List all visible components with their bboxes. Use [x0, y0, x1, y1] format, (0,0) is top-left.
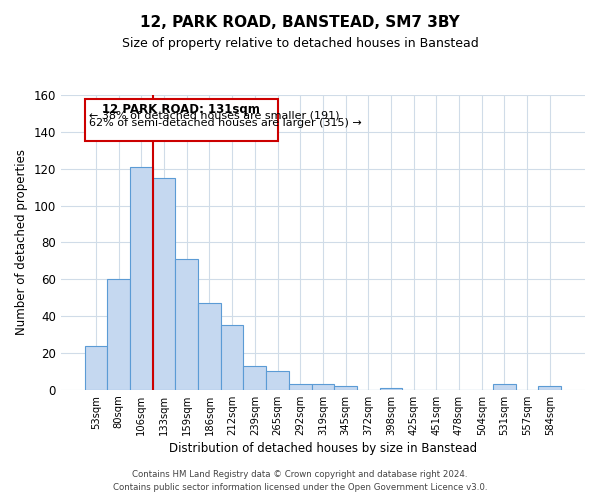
Bar: [244, 366, 266, 390]
Bar: [538, 386, 561, 390]
Text: 12, PARK ROAD, BANSTEAD, SM7 3BY: 12, PARK ROAD, BANSTEAD, SM7 3BY: [140, 15, 460, 30]
Text: ← 38% of detached houses are smaller (191): ← 38% of detached houses are smaller (19…: [89, 110, 340, 120]
Bar: [152, 178, 175, 390]
Y-axis label: Number of detached properties: Number of detached properties: [15, 150, 28, 336]
Bar: [198, 303, 221, 390]
Text: 62% of semi-detached houses are larger (315) →: 62% of semi-detached houses are larger (…: [89, 118, 362, 128]
Bar: [493, 384, 516, 390]
Bar: [289, 384, 311, 390]
Bar: [221, 326, 244, 390]
X-axis label: Distribution of detached houses by size in Banstead: Distribution of detached houses by size …: [169, 442, 477, 455]
FancyBboxPatch shape: [85, 98, 278, 141]
Bar: [334, 386, 357, 390]
Text: Size of property relative to detached houses in Banstead: Size of property relative to detached ho…: [122, 38, 478, 51]
Bar: [130, 167, 152, 390]
Bar: [85, 346, 107, 390]
Bar: [266, 372, 289, 390]
Text: 12 PARK ROAD: 131sqm: 12 PARK ROAD: 131sqm: [102, 104, 260, 117]
Bar: [107, 280, 130, 390]
Bar: [175, 259, 198, 390]
Bar: [311, 384, 334, 390]
Text: Contains HM Land Registry data © Crown copyright and database right 2024.
Contai: Contains HM Land Registry data © Crown c…: [113, 470, 487, 492]
Bar: [380, 388, 403, 390]
